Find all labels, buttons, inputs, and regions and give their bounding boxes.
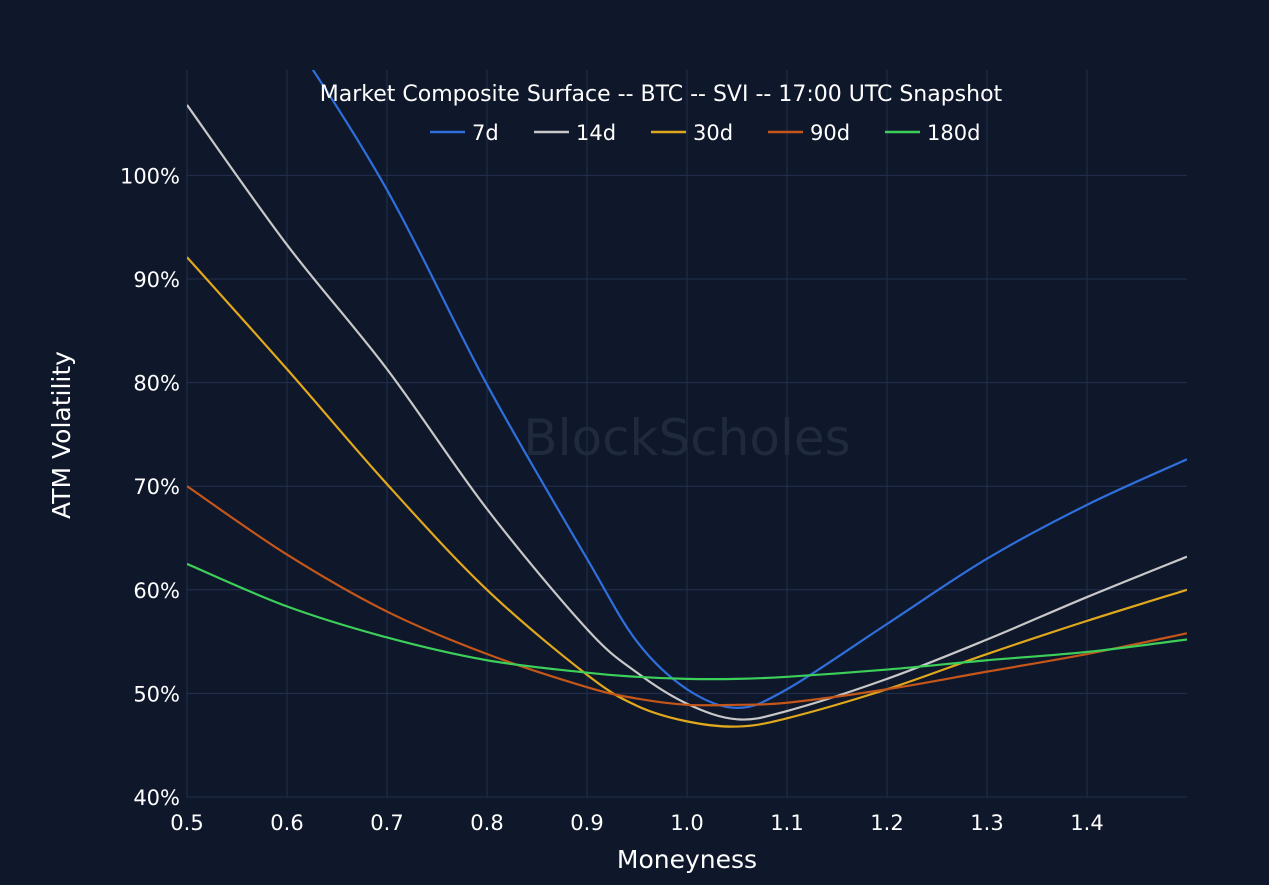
legend-label: 14d — [576, 121, 616, 145]
legend-item-90d[interactable]: 90d — [768, 121, 850, 145]
y-tick-label: 90% — [133, 268, 180, 292]
x-tick-label: 1.3 — [970, 811, 1003, 835]
x-tick-label: 1.1 — [770, 811, 803, 835]
series-line-30d — [187, 256, 1187, 728]
x-tick-label: 0.6 — [270, 811, 303, 835]
y-axis-ticks: 40% 50% 60% 70% 80% 90% 100% — [120, 164, 180, 810]
series-line-180d — [187, 562, 1187, 681]
x-tick-label: 0.8 — [470, 811, 503, 835]
legend-item-14d[interactable]: 14d — [534, 121, 616, 145]
x-tick-label: 1.4 — [1070, 811, 1103, 835]
x-tick-label: 0.7 — [370, 811, 403, 835]
y-tick-label: 60% — [133, 579, 180, 603]
x-axis-ticks: 0.5 0.6 0.7 0.8 0.9 1.0 1.1 1.2 1.3 1.4 — [170, 811, 1103, 835]
x-axis-label: Moneyness — [617, 845, 757, 874]
x-tick-label: 1.0 — [670, 811, 703, 835]
y-tick-label: 70% — [133, 475, 180, 499]
y-axis-label: ATM Volatility — [47, 351, 76, 519]
y-tick-label: 50% — [133, 682, 180, 706]
legend-item-180d[interactable]: 180d — [885, 121, 980, 145]
legend: 7d 14d 30d 90d 180d — [430, 121, 980, 145]
legend-label: 180d — [927, 121, 980, 145]
grid — [186, 70, 1187, 798]
legend-label: 30d — [693, 121, 733, 145]
series-line-14d — [187, 104, 1187, 721]
x-tick-label: 0.5 — [170, 811, 203, 835]
y-tick-label: 40% — [133, 786, 180, 810]
legend-item-7d[interactable]: 7d — [430, 121, 499, 145]
legend-item-30d[interactable]: 30d — [651, 121, 733, 145]
legend-label: 90d — [810, 121, 850, 145]
series-line-7d — [311, 70, 1187, 710]
watermark: BlockScholes — [523, 409, 850, 467]
x-tick-label: 0.9 — [570, 811, 603, 835]
y-tick-label: 80% — [133, 372, 180, 396]
series-line-90d — [187, 485, 1187, 707]
x-tick-label: 1.2 — [870, 811, 903, 835]
series-lines — [187, 70, 1187, 728]
legend-label: 7d — [472, 121, 499, 145]
y-tick-label: 100% — [120, 164, 180, 188]
chart-title: Market Composite Surface -- BTC -- SVI -… — [320, 82, 1003, 107]
